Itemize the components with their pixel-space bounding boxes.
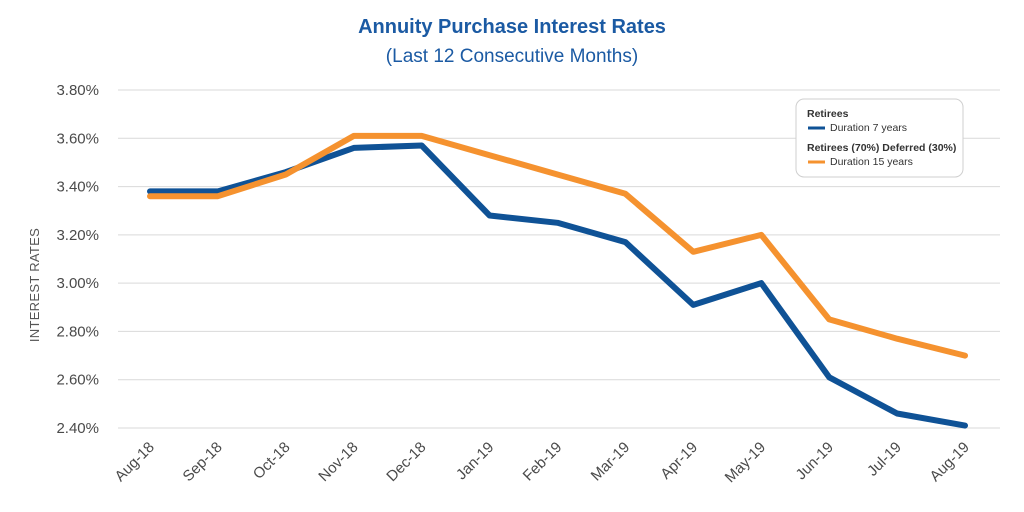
series-line-7-years (147, 142, 968, 429)
x-tick-label: Apr-19 (657, 439, 701, 483)
y-tick-label: 3.60% (56, 130, 99, 147)
y-tick-label: 3.20% (56, 227, 99, 244)
y-tick-label: 2.40% (56, 420, 99, 437)
x-tick-label: Jun-19 (793, 439, 837, 483)
y-tick-label: 3.40% (56, 179, 99, 196)
y-tick-label: 2.80% (56, 323, 99, 340)
x-tick-label: Dec-18 (383, 439, 429, 485)
x-axis-ticks: Aug-18 Sep-18 Oct-18 Nov-18 Dec-18 Jan-19 Feb-… (112, 439, 973, 486)
series-lines (147, 132, 968, 429)
chart-subtitle: (Last 12 Consecutive Months) (385, 46, 639, 67)
legend-group-retirees: Retirees (807, 108, 849, 120)
x-tick-label: Feb-19 (520, 439, 566, 485)
legend-group-deferred: Retirees (70%) Deferred (30%) (807, 142, 956, 154)
x-tick-label: Nov-18 (315, 439, 361, 485)
legend: Retirees Duration 7 years Retirees (70%)… (795, 98, 964, 178)
y-axis-label: INTEREST RATES (27, 228, 42, 342)
legend-box (795, 98, 964, 178)
series-line-15-years (147, 132, 968, 359)
x-tick-label: Jan-19 (453, 439, 497, 483)
legend-label-15-years: Duration 15 years (830, 156, 913, 168)
x-tick-label: Jul-19 (864, 439, 905, 480)
y-tick-label: 2.60% (56, 372, 99, 389)
x-tick-label: May-19 (722, 439, 769, 486)
legend-label-7-years: Duration 7 years (830, 122, 907, 134)
y-axis-ticks: 2.40% 2.60% 2.80% 3.00% 3.20% 3.40% 3.60% 3.80% (56, 82, 99, 437)
x-tick-label: Aug-19 (927, 439, 973, 485)
chart-title: Annuity Purchase Interest Rates (358, 16, 666, 38)
y-tick-label: 3.80% (56, 82, 99, 99)
y-tick-label: 3.00% (56, 275, 99, 292)
x-tick-label: Oct-18 (250, 439, 294, 483)
x-tick-label: Sep-18 (180, 439, 226, 485)
x-tick-label: Mar-19 (588, 439, 634, 485)
x-tick-label: Aug-18 (112, 439, 158, 485)
